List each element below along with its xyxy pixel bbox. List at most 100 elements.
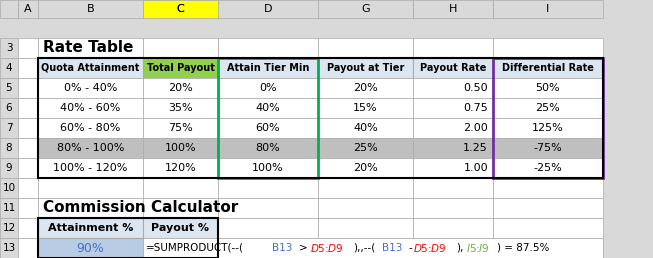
Text: >: >	[298, 243, 308, 253]
Text: 100% - 120%: 100% - 120%	[54, 163, 128, 173]
Text: Payout at Tier: Payout at Tier	[326, 63, 404, 73]
Text: -25%: -25%	[534, 163, 562, 173]
Text: Commission Calculator: Commission Calculator	[43, 200, 238, 215]
Bar	[218, 178, 318, 198]
Bar	[38, 238, 143, 258]
Bar	[38, 58, 603, 178]
Bar	[18, 138, 38, 158]
Text: 11: 11	[3, 203, 16, 213]
Text: 100%: 100%	[252, 163, 284, 173]
Text: 10: 10	[3, 183, 16, 193]
Text: Attain Tier Min: Attain Tier Min	[227, 63, 309, 73]
Bar	[18, 78, 38, 98]
Bar	[493, 158, 603, 178]
Bar	[18, 58, 38, 78]
Bar	[18, 238, 38, 258]
Bar	[493, 198, 603, 218]
Bar	[413, 118, 493, 138]
Bar	[318, 178, 413, 198]
Text: 8: 8	[6, 143, 12, 153]
Bar	[38, 0, 143, 18]
Bar	[18, 178, 38, 198]
Bar	[318, 38, 413, 58]
Text: 9: 9	[6, 163, 12, 173]
Text: Quota Attainment: Quota Attainment	[41, 63, 140, 73]
Bar	[18, 198, 38, 218]
Bar	[218, 238, 318, 258]
Bar	[493, 138, 603, 158]
Bar	[38, 118, 143, 138]
Bar	[493, 238, 603, 258]
Bar	[413, 38, 493, 58]
Bar	[493, 0, 603, 18]
Text: A: A	[24, 4, 32, 14]
Text: Payout %: Payout %	[151, 223, 210, 233]
Bar	[413, 238, 493, 258]
Text: =SUMPRODUCT(--(: =SUMPRODUCT(--(	[146, 243, 244, 253]
Bar	[38, 198, 143, 218]
Bar	[143, 198, 218, 218]
Bar	[318, 58, 413, 78]
Bar	[318, 78, 413, 98]
Bar	[218, 98, 318, 118]
Bar	[143, 98, 218, 118]
Text: Total Payout: Total Payout	[146, 63, 214, 73]
Text: 5: 5	[6, 83, 12, 93]
Bar	[143, 0, 218, 18]
Bar	[218, 38, 318, 58]
Text: 25%: 25%	[535, 103, 560, 113]
Bar	[218, 78, 318, 98]
Bar	[413, 218, 493, 238]
Bar	[493, 218, 603, 238]
Bar	[38, 78, 143, 98]
Text: 0.50: 0.50	[464, 83, 488, 93]
Text: B13: B13	[272, 243, 293, 253]
Bar	[413, 0, 493, 18]
Text: 100%: 100%	[165, 143, 197, 153]
Bar	[493, 78, 603, 98]
Text: D: D	[264, 4, 272, 14]
Bar	[143, 178, 218, 198]
Text: C: C	[176, 4, 184, 14]
Text: 6: 6	[6, 103, 12, 113]
Bar	[143, 238, 218, 258]
Bar	[38, 218, 218, 258]
Bar	[143, 118, 218, 138]
Bar	[0, 158, 18, 178]
Text: $D$5:$D$9: $D$5:$D$9	[413, 242, 447, 254]
Text: 80% - 100%: 80% - 100%	[57, 143, 124, 153]
Bar	[0, 38, 18, 58]
Text: 3: 3	[6, 43, 12, 53]
Text: G: G	[361, 4, 370, 14]
Bar	[143, 138, 218, 158]
Bar	[413, 138, 493, 158]
Bar	[0, 0, 18, 18]
Bar	[318, 218, 413, 238]
Text: 1.00: 1.00	[464, 163, 488, 173]
Bar	[18, 158, 38, 178]
Bar	[218, 0, 318, 18]
Text: 125%: 125%	[532, 123, 564, 133]
Bar	[143, 38, 218, 58]
Text: Attainment %: Attainment %	[48, 223, 133, 233]
Bar	[413, 178, 493, 198]
Bar	[38, 38, 143, 58]
Bar	[318, 198, 413, 218]
Bar	[413, 58, 493, 78]
Text: $D$5:$D$9: $D$5:$D$9	[310, 242, 343, 254]
Text: 60%: 60%	[256, 123, 280, 133]
Text: 80%: 80%	[255, 143, 280, 153]
Bar	[218, 58, 318, 78]
Bar	[143, 238, 603, 258]
Text: -75%: -75%	[534, 143, 562, 153]
Text: 20%: 20%	[353, 83, 378, 93]
Text: 20%: 20%	[353, 163, 378, 173]
Bar	[38, 218, 143, 238]
Bar	[0, 118, 18, 138]
Bar	[38, 98, 143, 118]
Bar	[18, 218, 38, 238]
Bar	[218, 138, 318, 158]
Text: 50%: 50%	[535, 83, 560, 93]
Bar	[18, 98, 38, 118]
Bar	[0, 218, 18, 238]
